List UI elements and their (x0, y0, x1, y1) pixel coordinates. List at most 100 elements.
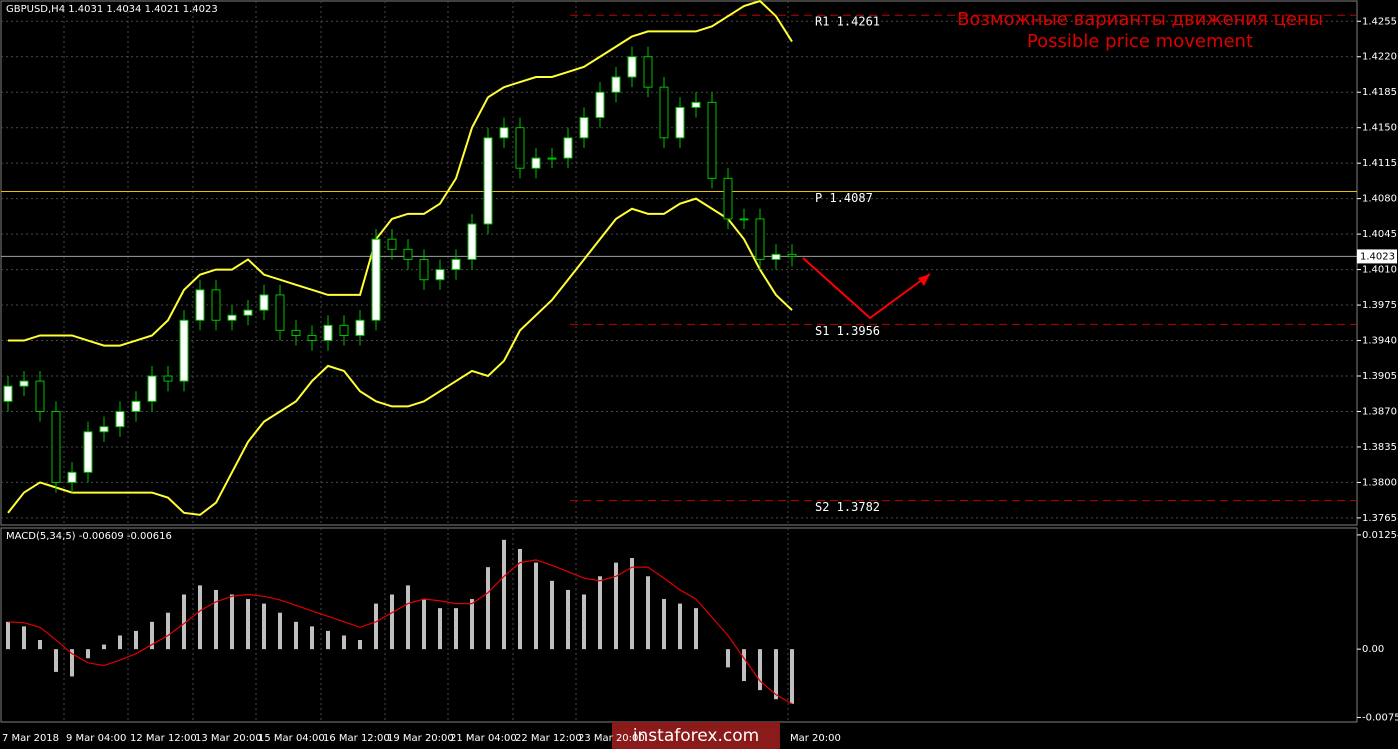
macd-bar (630, 558, 634, 650)
macd-bar (22, 626, 26, 650)
y-tick-label: 1.3835 (1362, 442, 1397, 453)
y-tick-label: 1.4220 (1362, 52, 1397, 63)
candle-body (67, 471, 77, 483)
macd-bar (774, 649, 778, 700)
macd-bar (470, 599, 474, 650)
candle-body (771, 253, 781, 260)
macd-bar (646, 576, 650, 650)
candle-body (387, 238, 397, 250)
macd-bar (374, 603, 378, 650)
candle-body (275, 294, 285, 331)
x-tick-label: 22 Mar 12:00 (515, 733, 582, 744)
y-tick-label: 1.3905 (1362, 371, 1397, 382)
y-tick-label: 1.4115 (1362, 158, 1397, 169)
candle-body (99, 426, 109, 433)
y-tick-label: 1.4150 (1362, 123, 1397, 134)
macd-bar (550, 580, 554, 650)
y-tick-label: 1.4255 (1362, 16, 1397, 27)
y-tick-label: 1.3940 (1362, 336, 1397, 347)
macd-title: MACD(5,34,5) -0.00609 -0.00616 (6, 531, 172, 542)
x-tick-label: 21 Mar 04:00 (450, 733, 517, 744)
bollinger-band (8, 0, 793, 347)
pivot-label: P 1.4087 (815, 191, 873, 205)
macd-bar (134, 630, 138, 650)
macd-bar (790, 649, 794, 704)
arrow-head (918, 274, 930, 286)
y-tick-label: 1.4080 (1362, 194, 1397, 205)
candle-body (787, 253, 797, 257)
macd-bar (214, 589, 218, 650)
pivot-label: S2 1.3782 (815, 500, 880, 514)
macd-tick-label: -0.0075 (1362, 712, 1398, 723)
candle-body (675, 106, 685, 139)
candle-body (19, 380, 29, 387)
macd-bar (118, 635, 122, 650)
macd-bar (6, 621, 10, 650)
candle-body (595, 91, 605, 119)
candle-body (371, 238, 381, 321)
y-tick-label: 1.3765 (1362, 513, 1397, 524)
macd-bar (726, 649, 730, 668)
macd-bar (678, 603, 682, 650)
candle-body (163, 375, 173, 382)
macd-bar (742, 649, 746, 682)
macd-tick-label: 0.00 (1362, 644, 1384, 655)
macd-bar (246, 599, 250, 650)
macd-bar (86, 649, 90, 659)
x-tick-label: 16 Mar 12:00 (323, 733, 390, 744)
y-tick-label: 1.4185 (1362, 87, 1397, 98)
candle-body (467, 223, 477, 260)
macd-bar (166, 612, 170, 650)
candle-body (179, 319, 189, 382)
candle-body (227, 314, 237, 321)
candle-body (611, 76, 621, 93)
bollinger-band (7, 197, 793, 516)
candle-body (355, 319, 365, 336)
pivot-label: R1 1.4261 (815, 15, 880, 29)
macd-bar (438, 608, 442, 650)
candle-body (131, 400, 141, 412)
candle-body (419, 258, 429, 281)
macd-bar (534, 562, 538, 650)
macd-bar (310, 626, 314, 650)
macd-bar (150, 621, 154, 650)
x-tick-label: 19 Mar 20:00 (387, 733, 454, 744)
macd-bar (102, 644, 106, 650)
x-tick-label: 15 Mar 04:00 (258, 733, 325, 744)
macd-bar (486, 567, 490, 650)
candle-body (211, 289, 221, 321)
macd-bar (566, 589, 570, 650)
candle-body (3, 385, 13, 402)
macd-bar (598, 576, 602, 650)
macd-bar (758, 649, 762, 691)
x-tick-label: Mar 20:00 (790, 733, 841, 744)
candle-body (243, 309, 253, 316)
macd-bar (390, 594, 394, 650)
forecast-arrow (802, 257, 931, 320)
macd-bar (70, 649, 74, 677)
candle-body (643, 56, 653, 88)
candle-body (339, 324, 349, 336)
macd-bar (230, 594, 234, 650)
candle-body (531, 157, 541, 169)
macd-bar (198, 585, 202, 650)
macd-bar (454, 608, 458, 650)
macd-bar (278, 612, 282, 650)
macd-bar (294, 621, 298, 650)
x-tick-label: 9 Mar 04:00 (66, 733, 126, 744)
candle-body (451, 258, 461, 271)
y-tick-label: 1.3975 (1362, 300, 1397, 311)
watermark: instaforex.com (633, 726, 759, 746)
macd-bar (54, 649, 58, 672)
candle-body (707, 101, 717, 179)
candle-body (403, 248, 413, 260)
watermark-box (612, 722, 780, 749)
macd-bar (262, 603, 266, 650)
candle-body (83, 431, 93, 473)
y-tick-label: 1.4045 (1362, 229, 1397, 240)
x-tick-label: 23 Mar 20:00 (578, 733, 645, 744)
y-tick-label: 1.3870 (1362, 406, 1397, 417)
macd-bar (182, 594, 186, 650)
